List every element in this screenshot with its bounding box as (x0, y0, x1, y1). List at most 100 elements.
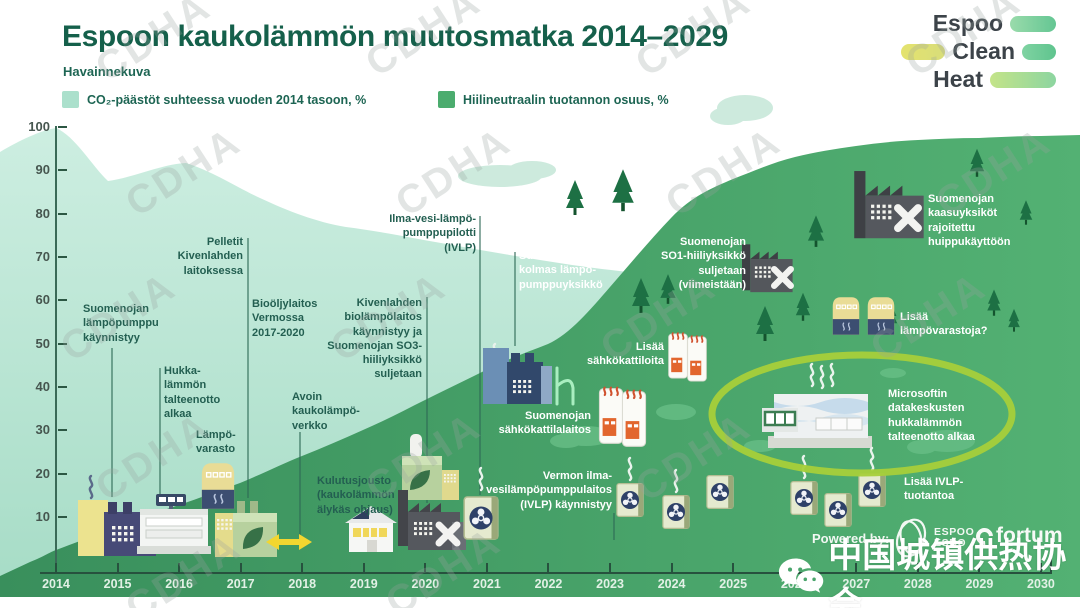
y-tick-label: 60 (35, 292, 50, 308)
annotation-biooljylaitos: Bioöljylaitos Vermossa 2017-2020 (252, 298, 318, 339)
closed-gas-plant-icon (854, 171, 924, 239)
y-tick-mark (58, 126, 67, 128)
y-tick-label: 90 (35, 162, 50, 178)
y-tick-mark (58, 515, 67, 518)
legend-swatch-co2 (62, 91, 79, 108)
y-tick-label: 10 (35, 508, 50, 524)
logo-pill-icon (1010, 15, 1056, 32)
x-tick-mark (978, 563, 981, 573)
x-tick-mark (732, 563, 735, 573)
annotation-ivlp-pilotti: Ilma-vesi-lämpö- pumppupilotti (IVLP) (389, 213, 476, 254)
powered-by-label: Powered by: (812, 531, 890, 546)
y-tick-label: 50 (35, 335, 50, 351)
y-tick-mark (58, 385, 67, 388)
x-axis-end-tick (1050, 558, 1052, 574)
annotation-lisaa-lampovarastoja: Lisää lämpövarastoja? (900, 311, 988, 338)
espoo-city-swirl-icon (895, 518, 927, 558)
y-tick-mark (58, 472, 67, 475)
y-tick-label: 100 (28, 119, 50, 134)
bio-pellet-plant-2020-icon (402, 434, 459, 500)
heat-pump-plant-2021-icon (483, 342, 575, 406)
x-tick-mark (55, 563, 57, 573)
y-tick-mark (58, 299, 67, 302)
y-tick-mark (58, 429, 67, 432)
espoo-esbo-logo: ESPOO ESBO (934, 526, 975, 550)
legend-swatch-carbon-neutral (438, 91, 455, 108)
annotation-lisaa-ivlp: Lisää IVLP- tuotantoa (904, 476, 964, 503)
annotation-hukkalampo: Hukka- lämmön talteenotto alkaa (164, 365, 221, 420)
y-axis-line (55, 126, 57, 574)
espoo-clean-heat-logo: Espoo Clean Heat (896, 12, 1056, 96)
bio-plant-2017-icon (215, 501, 277, 557)
x-tick-label: 2024 (657, 577, 686, 591)
logo-pill-icon (990, 71, 1056, 88)
logo-pill-icon (901, 43, 946, 60)
closed-so1-plant-icon (742, 244, 793, 293)
wechat-icon (778, 558, 824, 593)
logo-word-heat: Heat (933, 66, 983, 92)
fortum-logo-text: fortum (996, 524, 1063, 547)
cloud-icon (458, 95, 773, 187)
x-tick-mark (362, 563, 365, 573)
x-tick-mark (485, 563, 488, 573)
x-tick-label: 2027 (842, 577, 871, 591)
datacenter-building-icon (762, 362, 872, 448)
y-tick-label: 30 (35, 422, 50, 438)
x-tick-mark (178, 563, 181, 573)
annotation-microsoft-datakeskukset: Microsoftin datakeskusten hukkalämmön ta… (888, 388, 975, 443)
highlight-ellipse (708, 351, 1016, 477)
bottom-margin (0, 597, 1080, 608)
x-tick-label: 2019 (349, 577, 378, 591)
x-tick-mark (1039, 563, 1042, 573)
legend-item-carbon-neutral: Hiilineutraalin tuotannon osuus, % (438, 91, 669, 108)
x-tick-mark (116, 563, 119, 573)
x-tick-label: 2017 (226, 577, 255, 591)
watermark-text: 中国城镇供热协会 (828, 537, 1067, 608)
page-title: Espoon kaukolämmön muutosmatka 2014–2029 (62, 20, 728, 53)
annotation-vermon-ivlp: Vermon ilma- vesilämpöpumppulaitos (IVLP… (486, 470, 612, 511)
x-tick-mark (670, 563, 673, 573)
house-2019-icon (345, 506, 397, 552)
x-tick-label: 2016 (165, 577, 194, 591)
annotation-lisaa-sahkokattiloita: Lisää sähkökattiloita (586, 341, 664, 368)
x-tick-label: 2015 (103, 577, 132, 591)
annotation-so1-suljetaan: Suomenojan SO1-hiiliyksikkö suljetaan (v… (661, 236, 746, 291)
x-tick-label: 2021 (473, 577, 501, 591)
y-tick-mark (58, 342, 67, 345)
smart-control-arrow-icon (266, 534, 312, 550)
legend-label-carbon-neutral: Hiilineutraalin tuotannon osuus, % (463, 92, 669, 107)
x-tick-label: 2025 (719, 577, 748, 591)
y-tick-mark (58, 212, 67, 215)
x-tick-mark (547, 563, 550, 573)
annotation-suomenoja-lampopumppu: Suomenojan lämpöpumppu käynnistyy (83, 303, 159, 344)
y-tick-mark (58, 255, 67, 258)
logo-pill-icon (1022, 43, 1056, 60)
x-tick-label: 2028 (903, 577, 932, 591)
annotation-kaasuyksikot: Suomenojan kaasuyksiköt rajoitettu huipp… (928, 193, 1011, 248)
annotation-kivenlahti-so3: Kivenlahden biolämpölaitos käynnistyy ja… (327, 297, 422, 381)
legend-item-co2: CO₂-päästöt suhteessa vuoden 2014 tasoon… (62, 91, 366, 108)
annotation-avoin-verkko: Avoin kaukolämpö- verkko (292, 391, 360, 432)
x-tick-label: 2020 (411, 577, 440, 591)
x-tick-label: 2029 (965, 577, 994, 591)
x-axis-line (40, 572, 1052, 574)
x-tick-mark (609, 563, 612, 573)
y-tick-label: 70 (35, 248, 50, 264)
annotation-kolmas-lampopumppu: Suomenojan kolmas lämpö- pumppuyksikkö (519, 250, 603, 291)
annotation-pelletit: Pelletit Kivenlahden laitoksessa (177, 236, 243, 277)
page-subtitle: Havainnekuva (63, 64, 151, 79)
closed-plant-2020-icon (398, 490, 466, 550)
annotation-lampovarasto: Lämpö- varasto (196, 429, 236, 456)
annotation-sahkokattilalaitos: Suomenojan sähkökattilalaitos (498, 410, 591, 437)
x-tick-label: 2030 (1027, 577, 1055, 591)
logo-word-clean: Clean (952, 38, 1015, 64)
y-tick-label: 20 (35, 465, 50, 481)
annotation-kulutusjousto: Kulutusjousto (kaukolämmön älykäs ohjaus… (317, 475, 395, 516)
x-tick-mark (301, 563, 304, 573)
fortum-logo: fortum (972, 524, 1063, 548)
y-tick-mark (58, 169, 67, 172)
x-tick-label: 2014 (42, 577, 70, 591)
